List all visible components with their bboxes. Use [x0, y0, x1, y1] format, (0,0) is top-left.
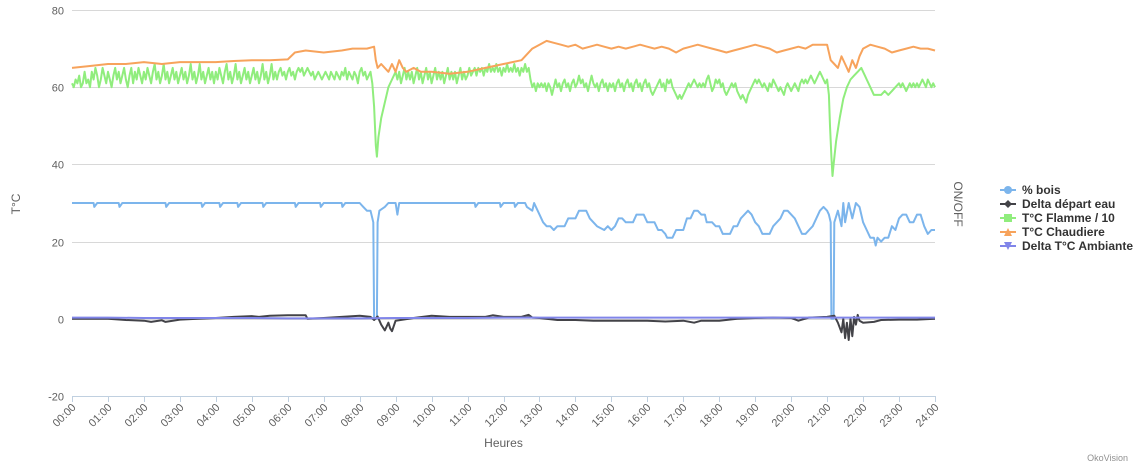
y-axis-ticks: -20 0 20 40 60 80	[48, 6, 64, 404]
legend-item[interactable]: T°C Flamme / 10	[1000, 211, 1115, 225]
series-line-2[interactable]	[71, 63, 936, 177]
y-tick-label: 60	[52, 83, 64, 95]
x-axis: 00:00 01:00 02:00 03:00 04:00 05:00 06:00 07:00…	[51, 396, 942, 430]
series-line-1[interactable]	[72, 313, 936, 341]
x-tick-label: 01:00	[87, 402, 115, 430]
x-tick-label: 17:00	[662, 402, 690, 430]
x-tick-label: 24:00	[914, 402, 942, 430]
x-tick-label: 21:00	[806, 402, 834, 430]
x-tick-label: 15:00	[590, 402, 618, 430]
series-line-0[interactable]	[72, 202, 935, 320]
x-tick-label: 05:00	[231, 402, 259, 430]
x-tick-label: 23:00	[878, 402, 906, 430]
x-axis-title: Heures	[484, 436, 523, 450]
legend-label: Delta départ eau	[1022, 197, 1115, 211]
legend-label: T°C Flamme / 10	[1022, 211, 1115, 225]
series-lines	[71, 39, 936, 341]
legend-label: Delta T°C Ambiante	[1022, 239, 1133, 253]
y-axis-right-title: ON/OFF	[951, 181, 965, 226]
x-tick-label: 13:00	[518, 402, 546, 430]
legend-marker-triangle	[1004, 228, 1012, 236]
legend-marker-diamond	[1004, 200, 1012, 208]
x-tick-label: 10:00	[411, 402, 439, 430]
y-axis-title: T°C	[9, 193, 23, 214]
x-tick-label: 07:00	[303, 402, 331, 430]
credit-label[interactable]: OkoVision	[1087, 453, 1128, 463]
legend-label: T°C Chaudiere	[1022, 225, 1105, 239]
x-tick-label: 08:00	[339, 402, 367, 430]
y-tick-label: -20	[48, 392, 64, 404]
legend-marker-triangle-down	[1004, 242, 1012, 250]
legend-item[interactable]: T°C Chaudiere	[1000, 225, 1105, 239]
x-tick-label: 19:00	[734, 402, 762, 430]
legend-item[interactable]: Delta T°C Ambiante	[1000, 239, 1133, 253]
legend-item[interactable]: Delta départ eau	[1000, 197, 1115, 211]
x-tick-label: 04:00	[195, 402, 223, 430]
y-tick-label: 40	[52, 160, 64, 172]
x-tick-label: 18:00	[698, 402, 726, 430]
legend-marker-circle	[1004, 186, 1012, 194]
x-tick-label: 22:00	[842, 402, 870, 430]
x-tick-label: 03:00	[159, 402, 187, 430]
x-tick-label: 16:00	[626, 402, 654, 430]
legend-label: % bois	[1022, 183, 1061, 197]
x-tick-label: 20:00	[770, 402, 798, 430]
x-tick-label: 11:00	[447, 402, 474, 429]
legend-item[interactable]: % bois	[1000, 183, 1061, 197]
x-tick-label: 06:00	[267, 402, 295, 430]
y-tick-label: 0	[58, 315, 64, 327]
x-tick-label: 09:00	[375, 402, 403, 430]
x-tick-label: 12:00	[483, 402, 511, 430]
y-tick-label: 80	[52, 6, 64, 18]
legend-marker-square	[1004, 214, 1012, 222]
x-tick-label: 02:00	[123, 402, 151, 430]
x-tick-label: 14:00	[554, 402, 582, 430]
y-tick-label: 20	[52, 238, 64, 250]
series-line-4[interactable]	[72, 316, 935, 320]
x-tick-label: 00:00	[51, 402, 79, 430]
series-line-3[interactable]	[71, 39, 936, 75]
